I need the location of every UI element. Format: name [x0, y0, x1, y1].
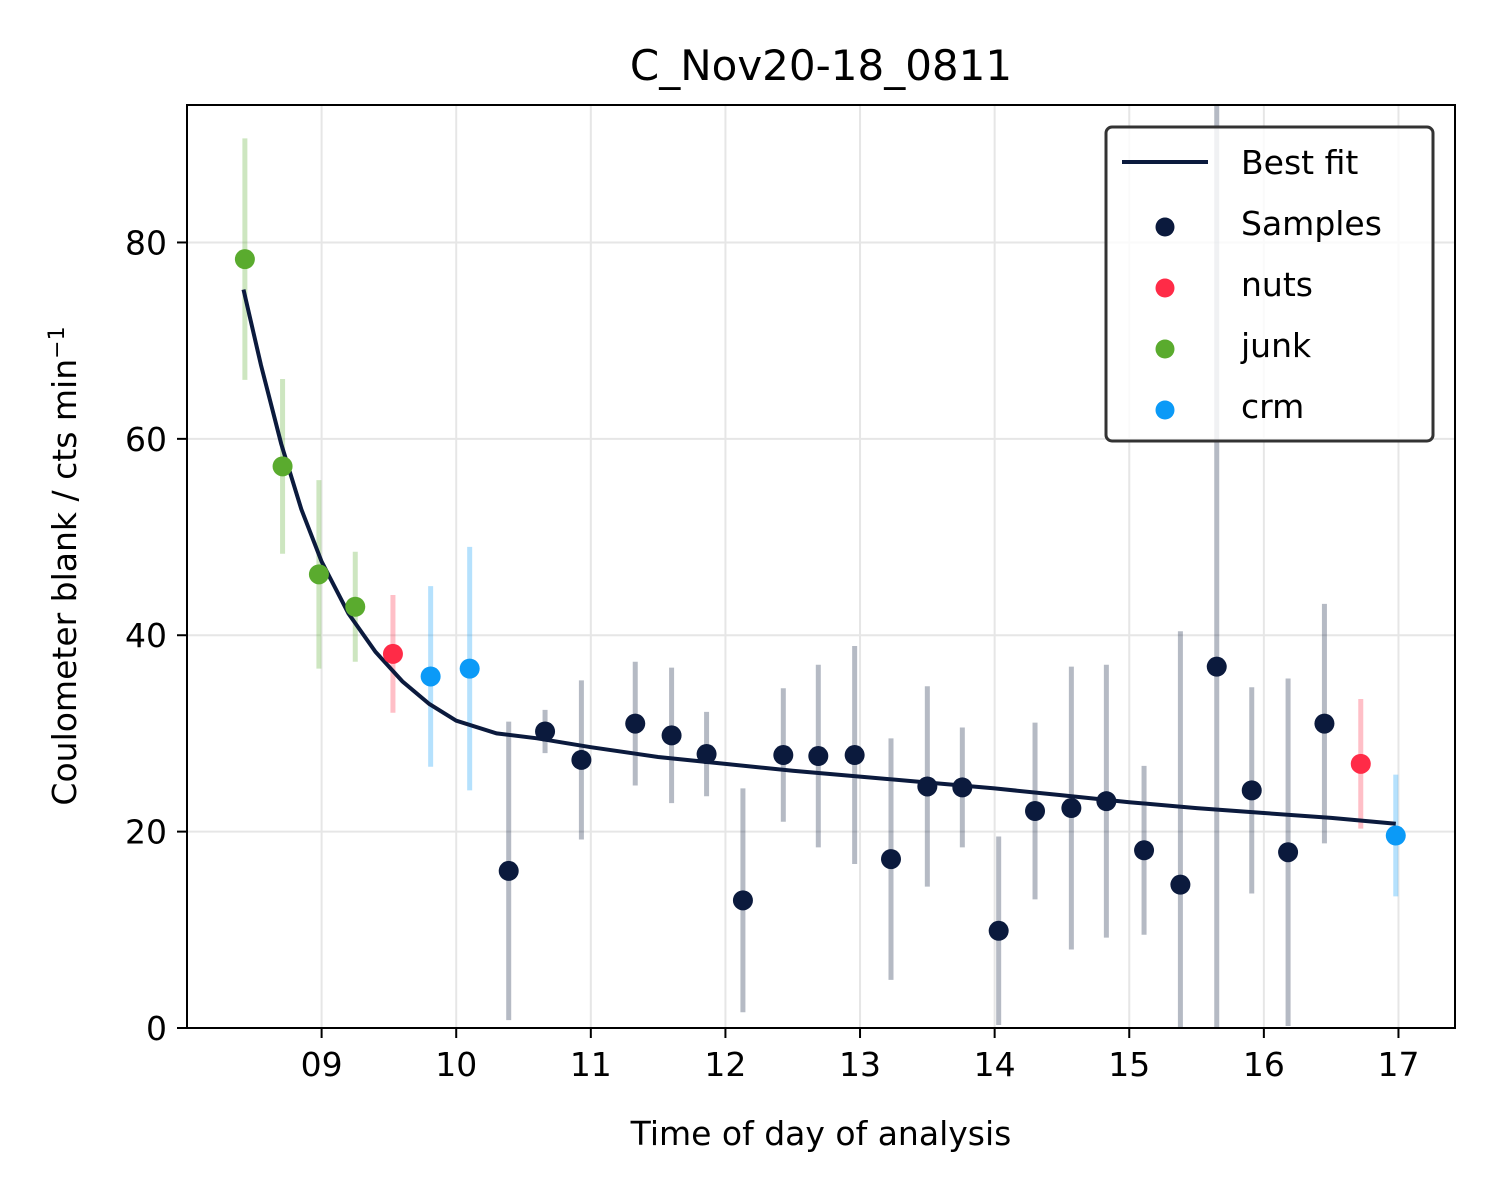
samples-point [773, 745, 794, 766]
samples-point [625, 713, 646, 734]
x-tick-label: 10 [435, 1045, 477, 1084]
legend-box [1104, 125, 1435, 443]
x-tick-label: 15 [1108, 1045, 1150, 1084]
crm-point [459, 658, 480, 679]
x-tick-label: 12 [704, 1045, 746, 1084]
y-axis-label: Coulometer blank / cts min−1 [45, 326, 84, 805]
samples-point [1314, 713, 1335, 734]
best-fit-line [241, 289, 1396, 826]
samples-point [696, 744, 717, 765]
samples-point [952, 777, 973, 798]
x-tick-label: 11 [570, 1045, 612, 1084]
y-tick-label: 80 [125, 223, 167, 262]
samples-point [1061, 798, 1082, 819]
samples-point [732, 890, 753, 911]
crm-point [1385, 825, 1406, 846]
nuts-point [382, 643, 403, 664]
x-tick-label: 14 [974, 1045, 1016, 1084]
samples-point [498, 860, 519, 881]
samples-point [880, 849, 901, 870]
plot-frame [186, 104, 1456, 1029]
y-tick-label: 20 [125, 813, 167, 852]
x-tick-label: 17 [1377, 1045, 1419, 1084]
samples-point [1096, 791, 1117, 812]
legend: Best fit Samples nuts junk crm [1104, 125, 1435, 443]
x-tick-label: 16 [1243, 1045, 1285, 1084]
legend-marker-nuts [1155, 278, 1175, 298]
axis-ticks: 09 10 11 12 13 14 15 16 17 0 20 40 60 80 [125, 223, 1419, 1084]
junk-point [308, 564, 329, 585]
samples-point [917, 776, 938, 797]
x-tick-label: 13 [839, 1045, 881, 1084]
legend-label-junk: junk [1240, 326, 1312, 365]
crm-point [420, 666, 441, 687]
legend-label-nuts: nuts [1241, 265, 1313, 304]
chart-title: C_Nov20-18_0811 [630, 41, 1012, 90]
junk-point [272, 456, 293, 477]
legend-label-crm: crm [1241, 387, 1304, 426]
data-points [234, 249, 1406, 941]
y-tick-label: 40 [125, 616, 167, 655]
junk-point [234, 249, 255, 270]
legend-marker-crm [1155, 400, 1175, 420]
legend-marker-samples [1155, 217, 1175, 237]
samples-point [844, 745, 865, 766]
samples-point [1134, 840, 1155, 861]
samples-point [1278, 842, 1299, 863]
junk-point [345, 596, 366, 617]
legend-marker-junk [1155, 339, 1175, 359]
y-tick-label: 60 [125, 420, 167, 459]
y-axis-label-superscript: −1 [45, 326, 70, 358]
x-tick-label: 09 [301, 1045, 343, 1084]
samples-point [1206, 656, 1227, 677]
samples-point [661, 725, 682, 746]
samples-point [988, 920, 1009, 941]
legend-label-best_fit: Best fit [1241, 143, 1358, 182]
samples-point [1241, 780, 1262, 801]
y-tick-label: 0 [146, 1009, 167, 1048]
nuts-point [1350, 753, 1371, 774]
samples-point [1170, 874, 1191, 895]
samples-point [535, 721, 556, 742]
best-fit-layer [241, 289, 1396, 826]
y-axis-label-text: Coulometer blank / cts min [45, 359, 84, 806]
x-axis-label: Time of day of analysis [630, 1114, 1012, 1153]
samples-point [1025, 800, 1046, 821]
samples-point [808, 746, 829, 767]
samples-point [571, 749, 592, 770]
legend-label-samples: Samples [1241, 204, 1382, 243]
